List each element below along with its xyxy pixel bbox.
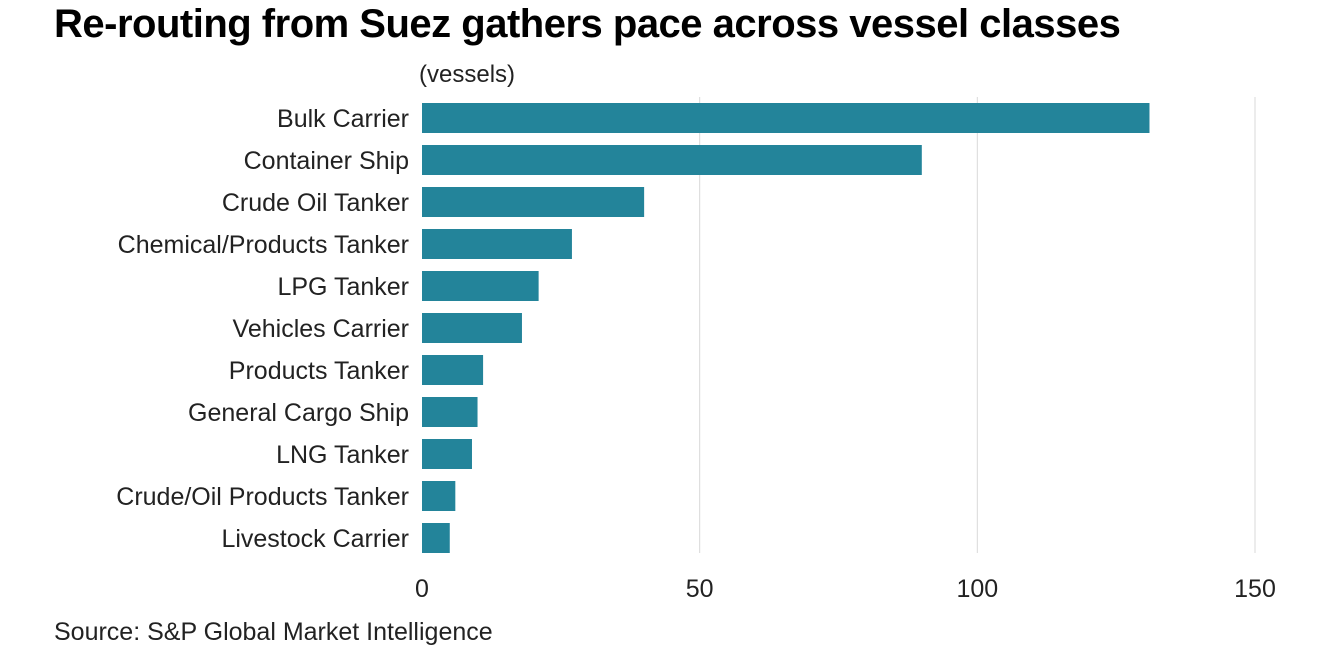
bar bbox=[422, 229, 572, 259]
x-tick-label: 150 bbox=[1234, 575, 1276, 603]
bar bbox=[422, 145, 922, 175]
x-tick-label: 0 bbox=[415, 575, 429, 603]
bar bbox=[422, 103, 1150, 133]
bars bbox=[422, 103, 1150, 553]
bar bbox=[422, 313, 522, 343]
bar bbox=[422, 355, 484, 385]
source-note: Source: S&P Global Market Intelligence bbox=[54, 618, 493, 646]
unit-label: (vessels) bbox=[419, 61, 516, 88]
bar bbox=[422, 271, 539, 301]
category-label: Products Tanker bbox=[229, 357, 409, 385]
category-labels: Bulk Carrier Container Ship Crude Oil Tank… bbox=[116, 105, 409, 553]
bar bbox=[422, 187, 645, 217]
category-label: Container Ship bbox=[244, 147, 409, 175]
x-axis-tick-labels: 0 50 100 150 bbox=[415, 575, 1276, 603]
category-label: Crude Oil Tanker bbox=[222, 189, 409, 217]
bar bbox=[422, 523, 450, 553]
bar bbox=[422, 439, 472, 469]
category-label: Livestock Carrier bbox=[221, 525, 409, 553]
bar bbox=[422, 481, 456, 511]
category-label: Chemical/Products Tanker bbox=[118, 231, 409, 259]
bar bbox=[422, 397, 478, 427]
category-label: Vehicles Carrier bbox=[233, 315, 409, 343]
x-tick-label: 100 bbox=[956, 575, 998, 603]
category-label: General Cargo Ship bbox=[188, 399, 409, 427]
chart-title: Re-routing from Suez gathers pace across… bbox=[54, 2, 1121, 46]
category-label: LPG Tanker bbox=[277, 273, 409, 301]
category-label: Bulk Carrier bbox=[277, 105, 409, 133]
category-label: LNG Tanker bbox=[276, 441, 409, 469]
category-label: Crude/Oil Products Tanker bbox=[116, 483, 409, 511]
x-tick-label: 50 bbox=[686, 575, 714, 603]
